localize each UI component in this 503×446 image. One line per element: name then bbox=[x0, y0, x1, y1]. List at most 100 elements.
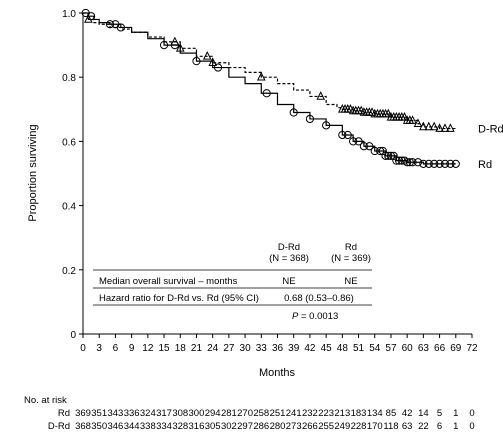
censor-marker-rd bbox=[322, 121, 331, 130]
risk-value-d-rd: 334 bbox=[156, 421, 172, 432]
censor-marker-rd bbox=[413, 158, 423, 167]
x-tick-label: 36 bbox=[272, 343, 284, 354]
censor-marker-rd bbox=[359, 142, 369, 151]
censor-marker-rd bbox=[338, 130, 347, 140]
risk-value-d-rd: 266 bbox=[302, 421, 318, 432]
censor-marker-rd bbox=[394, 156, 404, 165]
risk-value-rd: 270 bbox=[237, 408, 253, 419]
x-tick-label: 42 bbox=[304, 343, 316, 354]
x-tick-label: 54 bbox=[369, 343, 381, 354]
censor-marker-rd bbox=[354, 137, 363, 146]
y-tick-label: 0.4 bbox=[62, 202, 76, 213]
risk-value-rd: 300 bbox=[189, 408, 205, 419]
x-tick-label: 0 bbox=[80, 343, 86, 354]
censor-marker-d-rd bbox=[408, 115, 417, 124]
risk-value-d-rd: 255 bbox=[318, 421, 334, 432]
risk-table-title: No. at risk bbox=[24, 395, 67, 406]
censor-marker-rd bbox=[262, 89, 271, 98]
risk-value-rd: 14 bbox=[418, 408, 429, 419]
risk-value-d-rd: 273 bbox=[286, 421, 302, 432]
risk-value-d-rd: 338 bbox=[140, 421, 156, 432]
risk-value-d-rd: 0 bbox=[469, 421, 474, 432]
risk-value-rd: 369 bbox=[75, 408, 91, 419]
risk-value-d-rd: 170 bbox=[367, 421, 383, 432]
risk-value-d-rd: 280 bbox=[270, 421, 286, 432]
risk-value-d-rd: 344 bbox=[124, 421, 140, 432]
censor-marker-rd bbox=[305, 114, 315, 124]
risk-value-d-rd: 316 bbox=[189, 421, 205, 432]
series-line-d-rd bbox=[83, 12, 456, 130]
censor-marker-rd bbox=[384, 151, 393, 160]
risk-value-rd: 5 bbox=[437, 408, 442, 419]
censor-marker-rd bbox=[170, 41, 179, 50]
censor-marker-rd bbox=[87, 12, 96, 21]
risk-value-rd: 324 bbox=[140, 408, 156, 419]
annotation-p-value: P = 0.0013 bbox=[292, 311, 338, 322]
risk-value-d-rd: 22 bbox=[418, 421, 429, 432]
censor-marker-d-rd bbox=[413, 118, 423, 128]
x-tick-label: 9 bbox=[129, 343, 135, 354]
risk-value-d-rd: 118 bbox=[383, 421, 398, 432]
x-tick-label: 18 bbox=[175, 343, 187, 354]
censor-marker-rd bbox=[289, 108, 298, 117]
series-label-rd: Rd bbox=[478, 159, 492, 171]
y-tick-label: 0.6 bbox=[62, 137, 76, 148]
censor-marker-d-rd bbox=[316, 91, 326, 100]
risk-value-rd: 213 bbox=[334, 408, 350, 419]
censor-marker-rd bbox=[381, 151, 390, 160]
x-tick-label: 45 bbox=[321, 343, 333, 354]
x-tick-label: 24 bbox=[207, 343, 219, 354]
censor-marker-d-rd bbox=[429, 121, 439, 131]
censor-marker-rd bbox=[430, 159, 439, 168]
series-label-d-rd: D-Rd bbox=[478, 124, 503, 136]
x-tick-label: 15 bbox=[158, 343, 170, 354]
censor-marker-rd bbox=[397, 156, 406, 165]
censor-marker-rd bbox=[213, 63, 223, 72]
risk-value-d-rd: 302 bbox=[221, 421, 237, 432]
p-value: = 0.0013 bbox=[298, 311, 338, 322]
axes: 0 3 6 9 12 15 18 21 24 27 30 33 36 39 42 45 48 51 54 57 60 63… bbox=[62, 9, 478, 354]
risk-value-d-rd: 63 bbox=[402, 421, 413, 432]
censor-marker-rd bbox=[405, 158, 414, 167]
risk-value-rd: 343 bbox=[107, 408, 123, 419]
x-tick-label: 30 bbox=[240, 343, 252, 354]
series-layer: D-Rd Rd bbox=[81, 8, 503, 171]
risk-value-rd: 241 bbox=[286, 408, 302, 419]
risk-row-label-d-rd: D-Rd bbox=[48, 421, 70, 432]
x-axis-label: Months bbox=[259, 367, 296, 379]
y-tick-label: 0.2 bbox=[62, 266, 76, 277]
x-tick-label: 72 bbox=[466, 343, 478, 354]
annotation-row2-value: 0.68 (0.53–0.86) bbox=[284, 293, 354, 304]
x-tick-label: 48 bbox=[337, 343, 349, 354]
x-tick-label: 69 bbox=[450, 343, 462, 354]
censor-marker-d-rd bbox=[446, 123, 455, 132]
censor-marker-d-rd bbox=[202, 51, 212, 60]
risk-value-rd: 336 bbox=[124, 408, 140, 419]
risk-value-d-rd: 350 bbox=[91, 421, 107, 432]
censor-marker-d-rd bbox=[383, 108, 393, 118]
y-tick-label: 0 bbox=[70, 330, 76, 341]
censor-marker-d-rd bbox=[419, 121, 428, 131]
censor-marker-rd bbox=[192, 57, 201, 66]
risk-row-label-rd: Rd bbox=[58, 408, 70, 419]
risk-value-rd: 294 bbox=[205, 408, 221, 419]
censor-marker-rd bbox=[392, 156, 401, 165]
risk-value-rd: 1 bbox=[453, 408, 458, 419]
risk-value-rd: 134 bbox=[367, 408, 383, 419]
y-tick-label: 1.0 bbox=[62, 9, 76, 20]
censor-marker-d-rd bbox=[84, 14, 93, 23]
censor-marker-rd bbox=[105, 20, 115, 29]
censor-marker-rd bbox=[116, 23, 125, 32]
censor-marker-d-rd bbox=[424, 121, 434, 131]
x-tick-label: 39 bbox=[288, 343, 300, 354]
censor-marker-d-rd bbox=[440, 123, 450, 132]
censor-marker-rd bbox=[365, 142, 374, 151]
risk-value-rd: 42 bbox=[402, 408, 413, 419]
risk-value-d-rd: 228 bbox=[351, 421, 367, 432]
x-tick-label: 6 bbox=[113, 343, 119, 354]
censor-marker-rd bbox=[349, 137, 358, 146]
x-tick-label: 66 bbox=[434, 343, 446, 354]
annotation-table: D-Rd (N = 368) Rd (N = 369) Median overa… bbox=[93, 242, 372, 322]
risk-value-d-rd: 286 bbox=[253, 421, 269, 432]
risk-value-d-rd: 6 bbox=[437, 421, 442, 432]
